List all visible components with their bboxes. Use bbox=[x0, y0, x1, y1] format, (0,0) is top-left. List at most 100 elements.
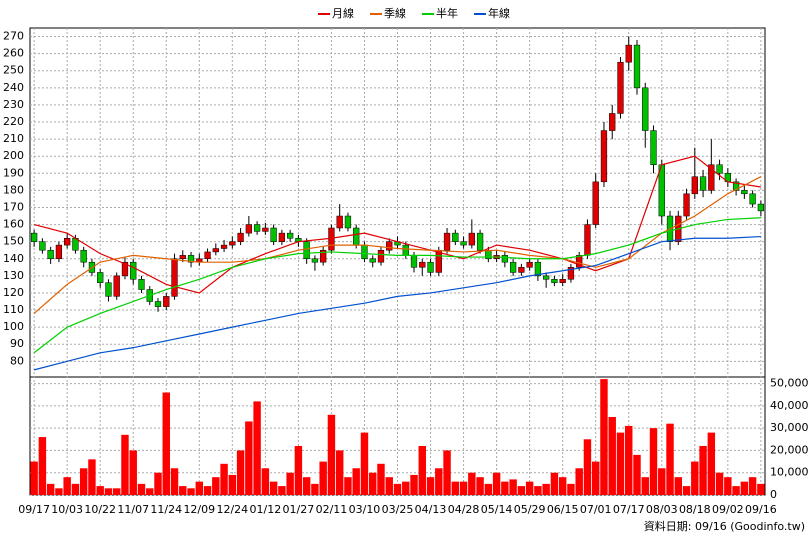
candle-body bbox=[344, 215, 352, 229]
volume-bar bbox=[294, 445, 303, 495]
candle-body bbox=[741, 190, 748, 195]
volume-bar bbox=[112, 488, 121, 495]
x-tick-label: 06/15 bbox=[547, 503, 579, 516]
y-tick-label: 100 bbox=[3, 320, 24, 333]
volume-bar bbox=[344, 477, 352, 495]
candle-body bbox=[369, 258, 376, 263]
candle-body bbox=[658, 164, 665, 217]
candle-body bbox=[287, 232, 294, 239]
volume-bar bbox=[649, 428, 658, 495]
volume-bar bbox=[426, 477, 435, 495]
x-tick-label: 09/16 bbox=[745, 503, 777, 516]
candle-body bbox=[97, 272, 104, 283]
candle-body bbox=[311, 258, 319, 263]
candle-body bbox=[518, 267, 525, 273]
candle-body bbox=[609, 113, 616, 131]
volume-bar bbox=[715, 472, 724, 495]
candle-body bbox=[245, 224, 252, 234]
candle-body bbox=[336, 215, 343, 229]
volume-bar bbox=[121, 434, 129, 495]
candle-body bbox=[543, 275, 550, 280]
y-tick-label: 200 bbox=[3, 149, 24, 162]
volume-bar bbox=[682, 486, 691, 495]
volume-bar bbox=[443, 450, 451, 495]
volume-bar bbox=[278, 486, 286, 495]
volume-bar bbox=[253, 401, 261, 495]
y-tick-label: 110 bbox=[3, 303, 24, 316]
candle-body bbox=[526, 261, 533, 268]
volume-bar bbox=[352, 468, 360, 495]
volume-bar bbox=[335, 450, 344, 495]
volume-bar bbox=[79, 468, 88, 495]
volume-bar bbox=[360, 432, 369, 495]
volume-bar bbox=[509, 479, 517, 495]
volume-bar bbox=[517, 486, 526, 495]
y2-tick-label: 40,000 bbox=[770, 399, 808, 412]
candle-body bbox=[757, 203, 765, 212]
volume-bar bbox=[468, 472, 476, 495]
volume-bar bbox=[369, 472, 377, 495]
y-tick-label: 120 bbox=[3, 286, 24, 299]
candle-body bbox=[559, 279, 566, 283]
volume-bar bbox=[699, 445, 707, 495]
volume-bar bbox=[261, 468, 270, 495]
volume-bar bbox=[748, 477, 757, 495]
volume-bar bbox=[732, 486, 740, 495]
volume-bar bbox=[63, 477, 71, 495]
candle-body bbox=[328, 227, 335, 251]
volume-bar bbox=[71, 483, 80, 495]
x-tick-label: 12/24 bbox=[216, 503, 248, 516]
x-tick-label: 05/29 bbox=[514, 503, 546, 516]
x-tick-label: 02/11 bbox=[316, 503, 348, 516]
volume-bar bbox=[137, 483, 146, 495]
x-tick-label: 07/01 bbox=[580, 503, 612, 516]
volume-bar bbox=[212, 477, 220, 495]
volume-bar bbox=[451, 481, 460, 495]
volume-bar bbox=[410, 474, 418, 495]
y2-tick-label: 30,000 bbox=[770, 421, 808, 434]
volume-bar bbox=[525, 481, 534, 495]
y-tick-label: 160 bbox=[3, 218, 24, 231]
y-tick-label: 220 bbox=[3, 115, 24, 128]
candle-body bbox=[320, 249, 327, 263]
candle-body bbox=[187, 255, 195, 263]
y-tick-label: 260 bbox=[3, 47, 24, 60]
volume-bar bbox=[691, 461, 699, 495]
volume-bar bbox=[558, 477, 567, 495]
volume-bar bbox=[162, 392, 170, 495]
volume-bar bbox=[46, 483, 55, 495]
candle-body bbox=[476, 232, 484, 251]
candle-body bbox=[443, 232, 451, 251]
y-tick-label: 90 bbox=[10, 337, 24, 350]
volume-bar bbox=[236, 450, 245, 495]
candle-body bbox=[361, 244, 368, 260]
volume-bar bbox=[38, 437, 47, 495]
x-tick-label: 04/28 bbox=[448, 503, 480, 516]
candle-body bbox=[163, 296, 170, 307]
y-tick-label: 210 bbox=[3, 132, 24, 145]
candle-body bbox=[171, 258, 178, 297]
volume-bar bbox=[187, 488, 195, 495]
volume-bar bbox=[393, 483, 402, 495]
y-tick-label: 230 bbox=[3, 98, 24, 111]
candle-body bbox=[402, 244, 409, 256]
x-tick-label: 08/03 bbox=[646, 503, 678, 516]
volume-bar bbox=[245, 421, 253, 495]
x-tick-label: 10/03 bbox=[51, 503, 83, 516]
candle-body bbox=[749, 193, 756, 205]
candle-body bbox=[253, 224, 261, 232]
volume-bar bbox=[179, 486, 187, 495]
candle-body bbox=[567, 267, 575, 280]
volume-bar bbox=[459, 481, 468, 495]
candle-body bbox=[138, 279, 145, 290]
legend-label: 半年 bbox=[436, 6, 458, 20]
y-tick-label: 80 bbox=[10, 354, 24, 367]
candle-body bbox=[716, 164, 723, 174]
candle-body bbox=[427, 261, 434, 273]
volume-bar bbox=[88, 459, 96, 495]
volume-bar bbox=[96, 486, 104, 495]
volume-bar bbox=[740, 481, 749, 495]
volume-bar bbox=[319, 461, 327, 495]
volume-bar bbox=[203, 486, 212, 495]
